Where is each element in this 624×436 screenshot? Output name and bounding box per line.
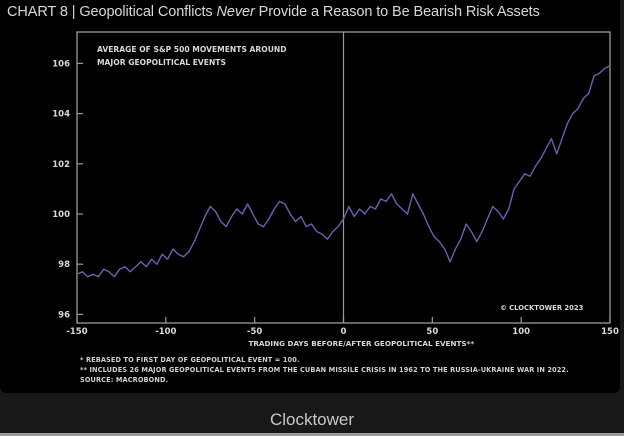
x-axis-label: TRADING DAYS BEFORE/AFTER GEOPOLITICAL E…: [248, 339, 474, 348]
y-tick-label: 96: [58, 310, 70, 320]
x-tick-label: 100: [512, 327, 530, 337]
title-pre: Geopolitical Conflicts: [79, 4, 213, 20]
sp500-series-line: [76, 65, 611, 278]
x-tick-label: -100: [155, 327, 176, 337]
y-tick-label: 104: [52, 110, 70, 120]
x-tick-label: -150: [66, 327, 87, 337]
y-tick-label: 102: [52, 160, 70, 170]
x-tick-label: -50: [247, 327, 262, 337]
x-tick-label: 150: [601, 327, 619, 337]
chart-title: CHART 8 | Geopolitical Conflicts Never P…: [7, 4, 540, 20]
footnote-events: ** INCLUDES 26 MAJOR GEOPOLITICAL EVENTS…: [80, 366, 569, 374]
y-axis: 96 98 100 102 104 106: [52, 59, 83, 320]
title-post: Provide a Reason to Be Bearish Risk Asse…: [258, 4, 540, 20]
inner-title-line-2: MAJOR GEOPOLITICAL EVENTS: [97, 58, 226, 67]
copyright-label: © CLOCKTOWER 2023: [500, 304, 584, 312]
x-tick-label: 50: [426, 327, 438, 337]
title-separator: |: [71, 4, 76, 20]
footnote-source: SOURCE: MACROBOND.: [80, 376, 169, 384]
y-tick-label: 106: [52, 59, 70, 69]
image-caption: Clocktower: [269, 410, 355, 429]
chart-panel: [0, 0, 620, 393]
x-tick-label: 0: [341, 327, 347, 337]
inner-title-line-1: AVERAGE OF S&P 500 MOVEMENTS AROUND: [97, 45, 287, 54]
chart-label: CHART 8: [7, 4, 68, 20]
title-emphasis: Never: [216, 4, 255, 20]
bottom-divider: [0, 433, 624, 436]
y-tick-label: 98: [58, 260, 70, 270]
x-axis: -150 -100 -50 0 50 100 150: [66, 317, 619, 337]
footnote-rebased: * REBASED TO FIRST DAY OF GEOPOLITICAL E…: [80, 356, 300, 364]
y-tick-label: 100: [52, 210, 70, 220]
